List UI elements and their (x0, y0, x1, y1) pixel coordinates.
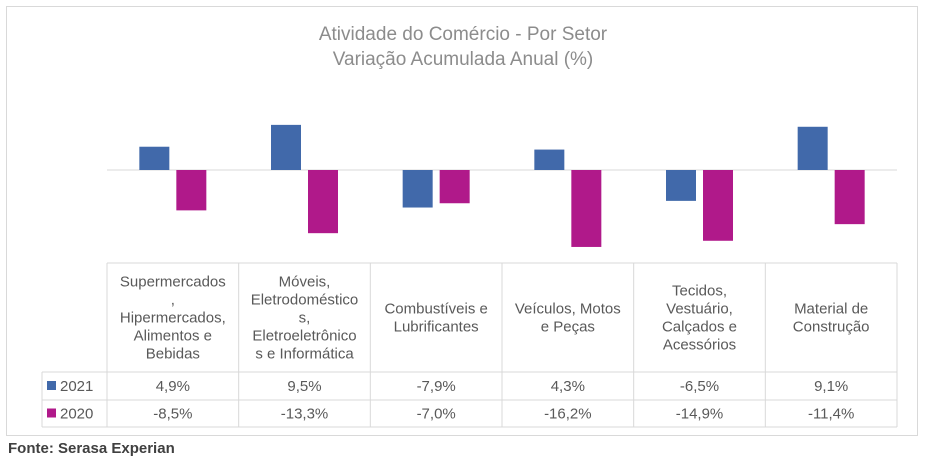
category-label: Eletroeletrônico (252, 328, 356, 345)
data-label-2021-0: 4,9% (156, 378, 190, 395)
data-label-2021-4: -6,5% (680, 378, 719, 395)
category-label: Hipermercados, (120, 310, 226, 327)
category-label: Vestuário, (666, 301, 733, 318)
category-label: e Peças (541, 319, 595, 336)
category-label: Veículos, Motos (515, 301, 621, 318)
category-label: Acessórios (663, 337, 736, 354)
bar-2020-0 (176, 170, 207, 211)
data-label-2020-4: -14,9% (676, 406, 724, 423)
bar-2020-1 (308, 170, 338, 234)
category-label: Supermercados (120, 274, 226, 291)
category-label: Eletrodoméstico (251, 292, 359, 309)
category-label: Combustíveis e (384, 301, 487, 318)
bar-chart: Atividade do Comércio - Por Setor Variaçã… (41, 24, 898, 428)
bar-2020-4 (703, 170, 733, 241)
legend-swatch-2021 (47, 381, 56, 390)
category-label: Construção (793, 319, 870, 336)
bar-2020-3 (571, 170, 602, 247)
bar-2020-2 (439, 170, 470, 204)
bar-2021-3 (534, 149, 565, 170)
category-label: Calçados e (662, 319, 737, 336)
category-label: s e Informática (255, 346, 354, 363)
data-label-2020-2: -7,0% (417, 406, 456, 423)
chart-frame: Atividade do Comércio - Por Setor Variaçã… (6, 6, 918, 436)
legend-label-2021: 2021 (60, 378, 93, 395)
legend-label-2020: 2020 (60, 406, 93, 423)
bar-2021-4 (666, 170, 696, 201)
category-label: Bebidas (146, 346, 200, 363)
bar-2021-0 (139, 146, 170, 170)
bar-2021-2 (402, 170, 433, 208)
bar-2020-5 (834, 170, 865, 225)
data-label-2021-1: 9,5% (287, 378, 321, 395)
data-label-2020-5: -11,4% (808, 406, 854, 423)
category-label: Móveis, (279, 274, 331, 291)
category-label: Material de (794, 301, 868, 318)
data-label-2021-5: 9,1% (814, 378, 848, 395)
data-label-2021-2: -7,9% (417, 378, 456, 395)
data-label-2020-3: -16,2% (544, 406, 592, 423)
source-note: Fonte: Serasa Experian (8, 440, 175, 457)
category-label: s, (299, 310, 311, 327)
data-label-2020-1: -13,3% (281, 406, 329, 423)
category-label: Alimentos e (134, 328, 212, 345)
data-label-2021-3: 4,3% (551, 378, 585, 395)
category-label: Lubrificantes (394, 319, 479, 336)
bar-2021-5 (797, 126, 828, 170)
data-label-2020-0: -8,5% (153, 406, 192, 423)
chart-title: Atividade do Comércio - Por Setor (319, 24, 608, 45)
category-label: , (171, 292, 175, 309)
category-label: Tecidos, (672, 283, 727, 300)
chart-subtitle: Variação Acumulada Anual (%) (333, 49, 594, 70)
legend-swatch-2020 (47, 408, 56, 418)
bar-2021-1 (271, 124, 301, 170)
